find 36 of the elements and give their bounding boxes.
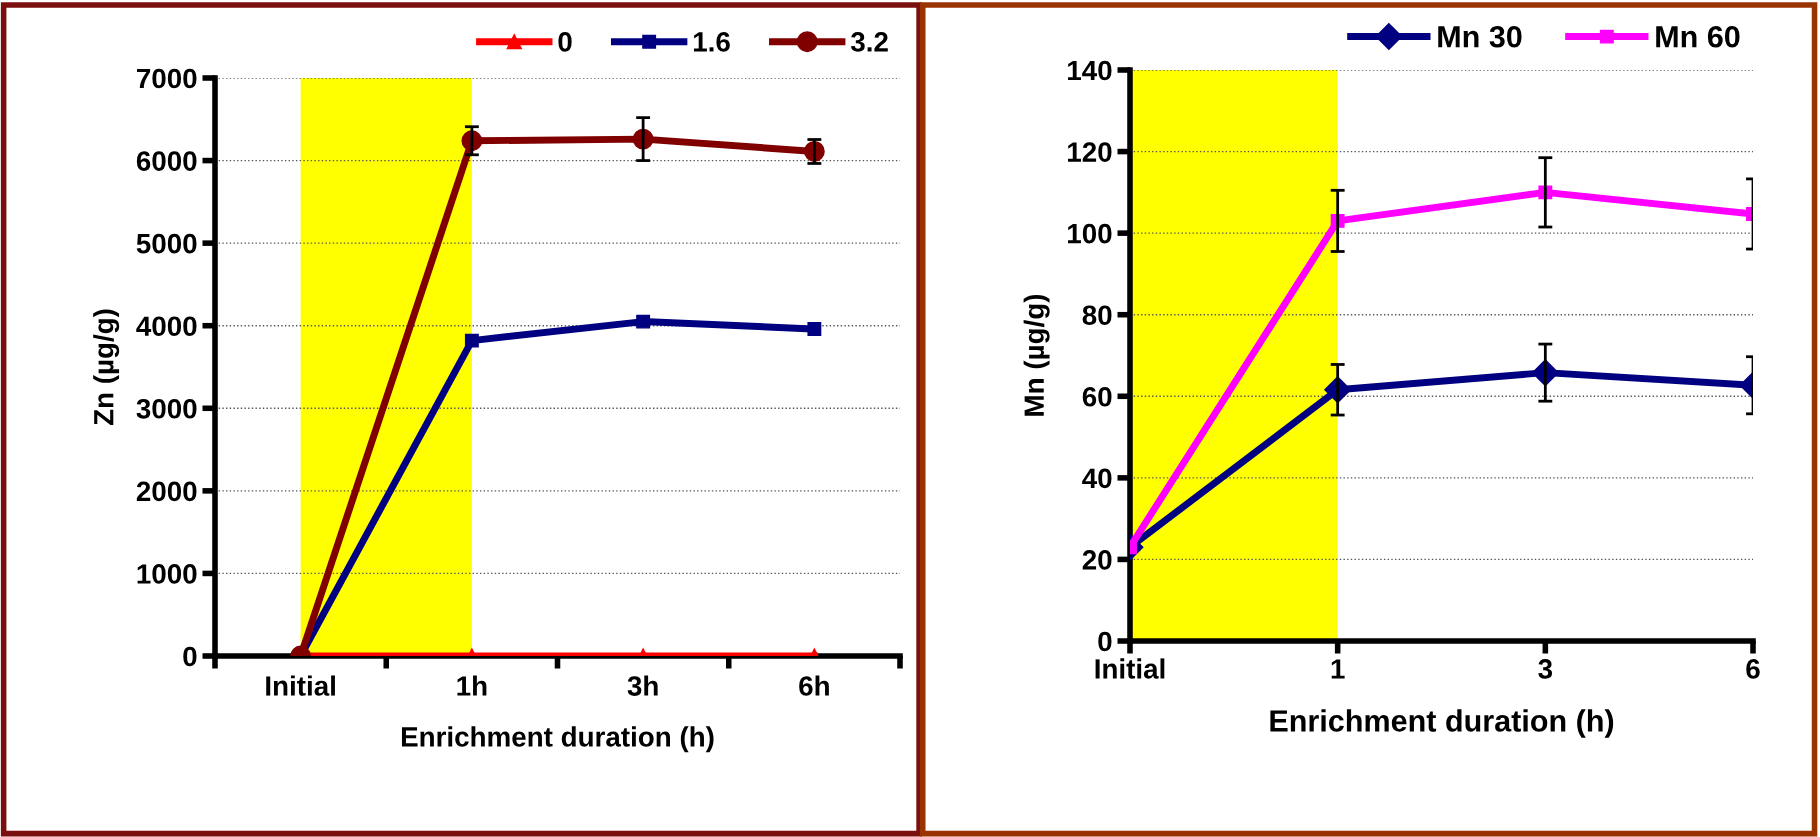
y-tick-label: 3000 <box>136 398 197 419</box>
y-tick-label: 120 <box>1068 142 1112 162</box>
y-tick-label: 80 <box>1082 305 1112 326</box>
y-axis-title: Zn (µg/g) <box>93 309 120 426</box>
y-tick-label: 1000 <box>137 564 197 584</box>
y-tick-label: 140 <box>1068 60 1112 81</box>
x-tick-label: 1 <box>1331 659 1345 679</box>
y-tick-label: 0 <box>1098 631 1112 652</box>
y-tick-label: 7000 <box>137 68 197 89</box>
x-tick-label: Initial <box>266 675 335 696</box>
y-tick-label: 6000 <box>136 151 197 171</box>
y-tick-label: 100 <box>1068 223 1112 244</box>
y-tick-label: 0 <box>183 646 197 667</box>
y-axis-title: Mn (µg/g) <box>1023 294 1050 416</box>
point <box>464 333 479 348</box>
y-tick-label: 40 <box>1082 468 1112 489</box>
legend-label: 1.6 <box>693 32 730 52</box>
y-tick-label: 20 <box>1082 550 1112 570</box>
x-tick-label: Initial <box>1095 658 1165 679</box>
y-tick-label: 5000 <box>136 233 197 254</box>
legend-label: Mn 30 <box>1438 25 1522 48</box>
legend-label: Mn 60 <box>1656 25 1740 48</box>
y-tick-label: 4000 <box>136 316 197 337</box>
x-tick-label: 3 <box>1538 659 1553 679</box>
x-tick-label: 3h <box>627 675 658 696</box>
legend-label: 0 <box>558 32 572 52</box>
y-tick-label: 60 <box>1082 386 1112 407</box>
x-tick-label: 1h <box>457 675 487 696</box>
x-axis-title: Enrichment duration (h) <box>401 726 714 753</box>
point <box>636 314 651 329</box>
x-tick-label: 6h <box>799 675 829 696</box>
x-axis-title: Enrichment duration (h) <box>1270 709 1614 738</box>
x-tick-label: 6 <box>1746 659 1760 679</box>
y-tick-label: 2000 <box>136 481 197 502</box>
legend-label: 3.2 <box>850 32 888 52</box>
point <box>807 322 822 336</box>
